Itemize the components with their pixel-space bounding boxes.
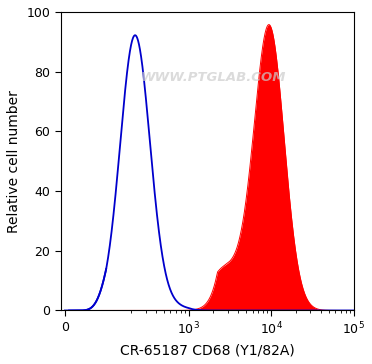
Text: WWW.PTGLAB.COM: WWW.PTGLAB.COM — [140, 71, 286, 84]
X-axis label: CR-65187 CD68 (Y1/82A): CR-65187 CD68 (Y1/82A) — [120, 343, 295, 357]
Y-axis label: Relative cell number: Relative cell number — [7, 90, 21, 233]
